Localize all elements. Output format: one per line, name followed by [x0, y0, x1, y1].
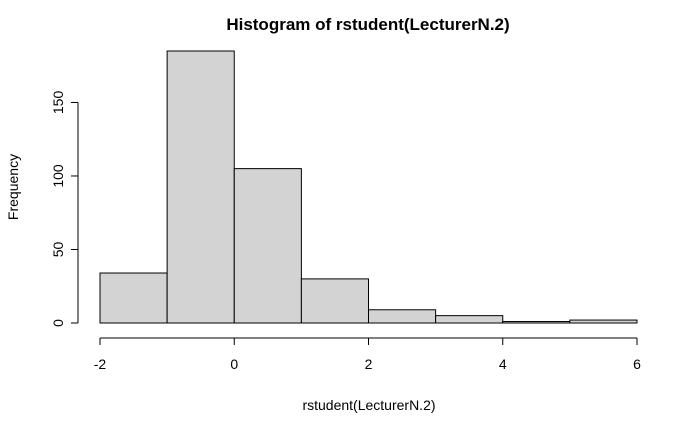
- histogram-bar-2: [233, 168, 302, 324]
- histogram-bar-0: [99, 272, 168, 324]
- x-axis: -2 0 2 4 6: [94, 337, 641, 372]
- x-tick-label: 2: [365, 356, 373, 372]
- x-axis-label: rstudent(LecturerN.2): [302, 397, 435, 413]
- histogram-bar-6: [502, 321, 571, 324]
- y-tick-label: 150: [50, 91, 66, 115]
- y-tick-label: 0: [50, 319, 66, 327]
- y-tick-label: 100: [50, 164, 66, 188]
- y-tick-label: 50: [50, 241, 66, 257]
- x-tick-label: 0: [230, 356, 238, 372]
- histogram-bar-5: [435, 315, 504, 324]
- bars-group: [99, 50, 638, 324]
- histogram-bar-3: [300, 278, 369, 324]
- histogram-bar-7: [569, 319, 638, 324]
- histogram-bar-4: [368, 309, 437, 324]
- x-tick-label: 4: [499, 356, 507, 372]
- x-tick-label: -2: [94, 356, 107, 372]
- histogram-bar-1: [166, 50, 235, 324]
- x-tick-label: 6: [633, 356, 641, 372]
- y-axis-label: Frequency: [5, 154, 21, 220]
- chart-title: Histogram of rstudent(LecturerN.2): [226, 15, 509, 34]
- y-axis: 0 50 100 150: [50, 91, 79, 327]
